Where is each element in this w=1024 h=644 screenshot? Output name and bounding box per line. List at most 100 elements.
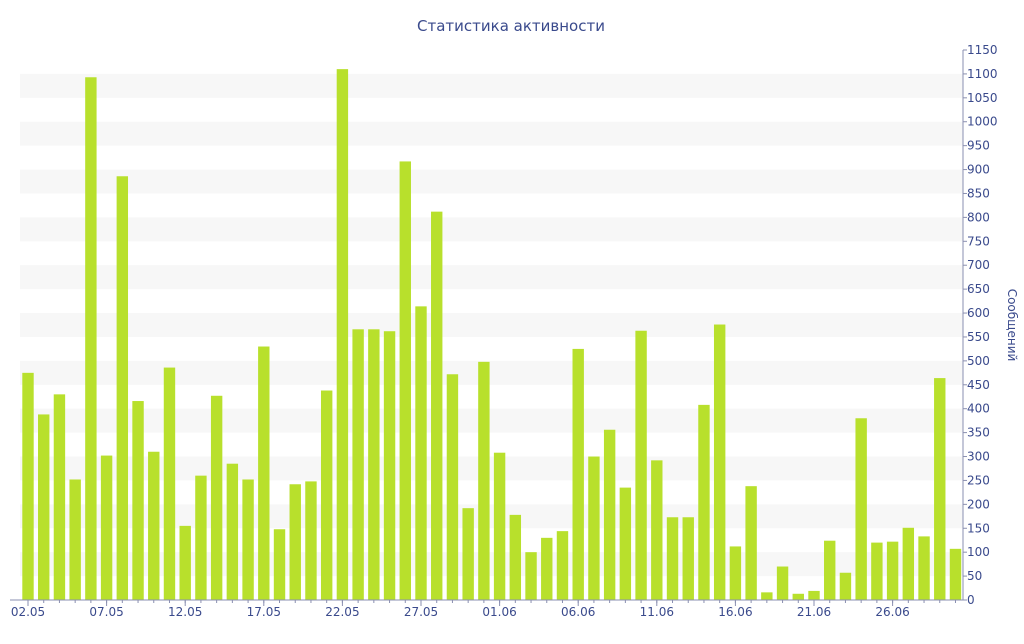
bar xyxy=(478,361,490,600)
bar xyxy=(824,540,836,600)
bar xyxy=(226,463,239,600)
bar xyxy=(651,460,663,600)
bar xyxy=(399,161,411,600)
grid-band xyxy=(20,552,963,577)
grid-band xyxy=(20,265,963,290)
grid-band xyxy=(20,73,963,98)
bar xyxy=(38,414,50,600)
x-tick-label: 27.05 xyxy=(404,605,438,619)
bar xyxy=(729,546,742,600)
y-tick-label: 100 xyxy=(967,545,990,559)
grid-band xyxy=(20,504,963,529)
y-tick-label: 150 xyxy=(967,521,990,535)
x-tick-label: 16.06 xyxy=(718,605,752,619)
y-tick-label: 350 xyxy=(967,426,990,440)
bar xyxy=(855,418,867,600)
y-tick-label: 450 xyxy=(967,378,990,392)
y-tick-label: 400 xyxy=(967,402,990,416)
grid-band xyxy=(20,313,963,337)
grid-band xyxy=(20,169,963,194)
x-tick-label: 06.06 xyxy=(561,605,595,619)
y-tick-label: 800 xyxy=(967,210,990,224)
bar xyxy=(761,592,773,600)
bar xyxy=(509,514,522,600)
bar xyxy=(336,69,349,600)
bar xyxy=(902,527,915,600)
x-tick-label: 26.06 xyxy=(875,605,909,619)
bar xyxy=(431,211,443,600)
bar xyxy=(320,390,333,600)
x-tick-label: 02.05 xyxy=(11,605,45,619)
bar xyxy=(698,404,710,600)
bar xyxy=(713,324,726,600)
bar xyxy=(619,487,632,600)
x-tick-label: 17.05 xyxy=(247,605,281,619)
bar xyxy=(666,517,679,600)
x-tick-label: 07.05 xyxy=(89,605,123,619)
bar xyxy=(22,372,34,600)
bar xyxy=(53,394,66,600)
y-tick-label: 850 xyxy=(967,186,990,200)
y-tick-label: 1000 xyxy=(967,115,998,129)
bar xyxy=(493,452,506,600)
y-tick-label: 600 xyxy=(967,306,990,320)
y-tick-label: 1050 xyxy=(967,91,998,105)
bar xyxy=(635,330,647,600)
bar xyxy=(415,306,427,600)
grid-band xyxy=(20,408,963,433)
bar xyxy=(289,484,301,600)
bar xyxy=(163,367,176,600)
bar xyxy=(603,429,616,600)
bars xyxy=(22,69,962,600)
bar xyxy=(179,525,191,600)
bar xyxy=(682,517,694,600)
bar xyxy=(69,479,81,600)
grid-band xyxy=(20,456,963,481)
y-tick-label: 950 xyxy=(967,139,990,153)
x-axis-ticks: 02.05 07.05 12.05 17.05 22.05 27.05 01.06 06.06… xyxy=(11,600,956,619)
bar xyxy=(949,548,962,600)
y-tick-label: 700 xyxy=(967,258,990,272)
bar xyxy=(132,401,144,600)
bar xyxy=(100,455,113,600)
bar xyxy=(871,542,883,600)
grid-bands xyxy=(20,73,963,577)
x-tick-label: 01.06 xyxy=(482,605,516,619)
y-tick-label: 650 xyxy=(967,282,990,296)
bar xyxy=(776,566,789,600)
bar xyxy=(556,531,569,600)
bar xyxy=(462,508,474,600)
y-tick-label: 50 xyxy=(967,569,982,583)
x-tick-label: 21.06 xyxy=(797,605,831,619)
bar xyxy=(792,593,804,600)
y-tick-label: 750 xyxy=(967,234,990,248)
y-tick-label: 900 xyxy=(967,163,990,177)
bar xyxy=(210,395,223,600)
y-tick-label: 300 xyxy=(967,450,990,464)
bar xyxy=(258,346,270,600)
bar xyxy=(918,536,930,600)
y-tick-label: 250 xyxy=(967,473,990,487)
grid-band xyxy=(20,121,963,146)
bar xyxy=(541,537,553,600)
bar xyxy=(368,329,380,600)
bar xyxy=(116,176,129,600)
y-tick-label: 550 xyxy=(967,330,990,344)
bar xyxy=(352,329,364,600)
bar xyxy=(85,77,97,600)
y-axis-label: Сообщений xyxy=(1005,289,1019,362)
chart-title: Статистика активности xyxy=(417,17,605,35)
bar xyxy=(195,475,207,600)
bar xyxy=(148,451,160,600)
y-axis-ticks: 0 50 100 150 200 250 300 350 400 450 500 550 600 650 7… xyxy=(963,43,998,607)
bar xyxy=(745,486,757,600)
bar xyxy=(588,456,600,600)
bar xyxy=(273,529,286,600)
y-tick-label: 0 xyxy=(967,593,975,607)
bar xyxy=(808,590,820,600)
y-tick-label: 500 xyxy=(967,354,990,368)
bar xyxy=(525,552,537,600)
grid-band xyxy=(20,360,963,385)
